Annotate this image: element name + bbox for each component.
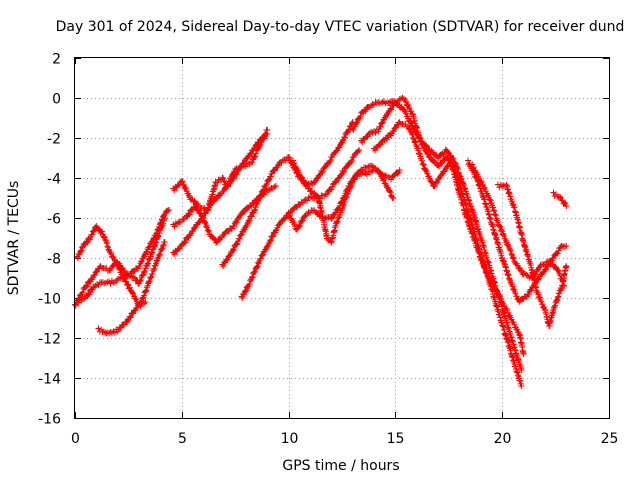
satellite-track-8 xyxy=(219,119,356,270)
y-tick-label: -14 xyxy=(38,372,61,388)
y-axis-label: SDTVAR / TECUs xyxy=(6,181,22,296)
satellite-track-15 xyxy=(469,161,568,289)
satellite-track-6 xyxy=(170,130,271,258)
x-tick-label: 15 xyxy=(387,431,405,447)
x-tick-label: 0 xyxy=(71,431,80,447)
y-tick-label: 2 xyxy=(52,52,61,68)
y-tick-label: -4 xyxy=(47,172,61,188)
x-tick-label: 10 xyxy=(281,431,299,447)
y-tick-label: -12 xyxy=(38,332,61,348)
satellite-track-3 xyxy=(74,223,149,310)
satellite-track-11 xyxy=(289,157,397,246)
chart-title: Day 301 of 2024, Sidereal Day-to-day VTE… xyxy=(56,19,625,35)
satellite-track-14 xyxy=(371,119,527,357)
y-tick-label: -6 xyxy=(47,212,61,228)
x-tick-label: 25 xyxy=(601,431,619,447)
y-tick-label: -8 xyxy=(47,252,61,268)
satellite-track-4 xyxy=(95,239,168,337)
axis-ticks: 0 5 10 15 20 25 -16 -14 -12 -10 -8 -6 -4 -2 0 2 xyxy=(38,52,618,448)
data-series xyxy=(72,94,570,389)
satellite-track-2 xyxy=(74,207,172,306)
plot-frame xyxy=(74,57,610,419)
satellite-track-18 xyxy=(550,189,570,209)
y-tick-label: -10 xyxy=(38,292,61,308)
y-tick-label: 0 xyxy=(52,92,61,108)
x-tick-label: 20 xyxy=(494,431,512,447)
x-tick-label: 5 xyxy=(178,431,187,447)
satellite-track-17 xyxy=(494,181,570,329)
y-tick-label: -16 xyxy=(38,412,61,428)
y-tick-label: -2 xyxy=(47,132,61,148)
x-axis-label: GPS time / hours xyxy=(282,458,399,474)
